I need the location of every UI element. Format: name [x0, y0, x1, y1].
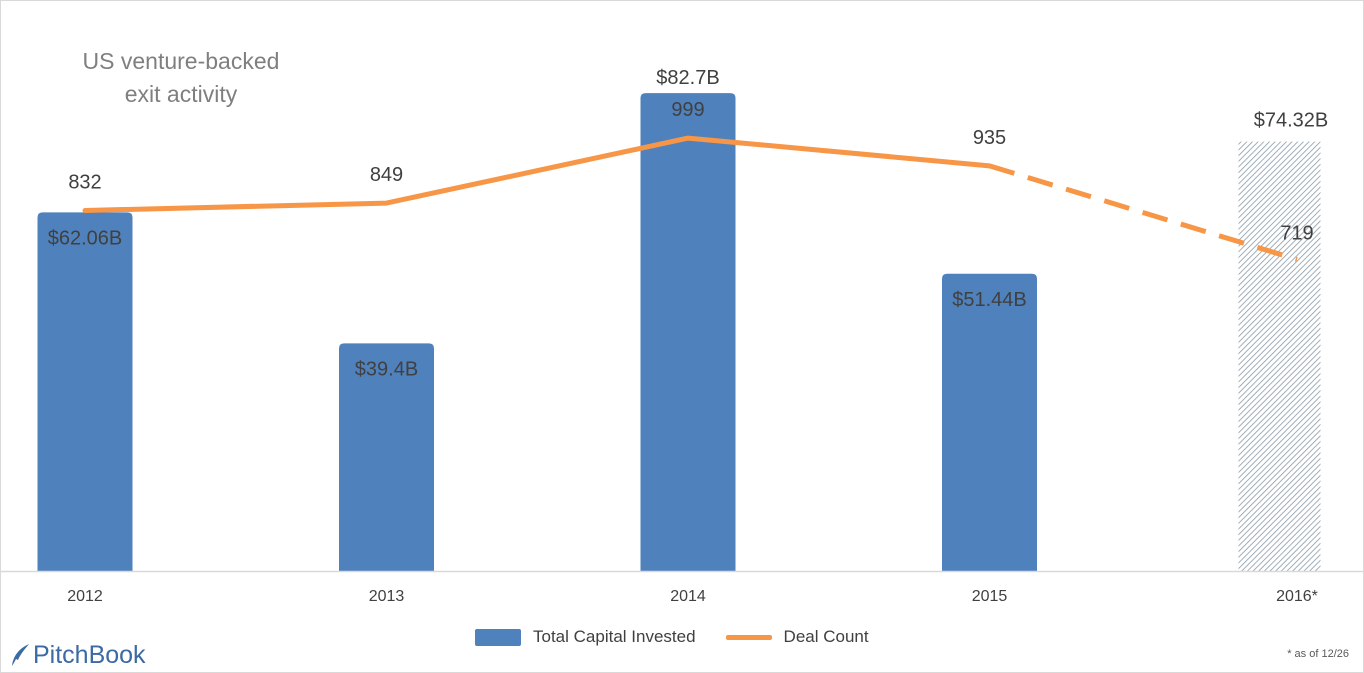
- bar-value-label-2015: $51.44B: [952, 289, 1027, 311]
- legend-label-total-capital: Total Capital Invested: [533, 627, 696, 646]
- legend-label-deal-count: Deal Count: [783, 627, 869, 646]
- bar-2013: [339, 343, 434, 571]
- bar-2014: [640, 93, 736, 571]
- pitchbook-logo: PitchBook: [9, 639, 146, 671]
- x-tick-label-2016: 2016*: [1276, 588, 1318, 605]
- legend-swatch-bar: [475, 628, 521, 646]
- x-tick-label-2013: 2013: [369, 588, 405, 605]
- chart-legend: Total Capital Invested Deal Count: [475, 625, 899, 649]
- x-tick-label-2015: 2015: [972, 588, 1008, 605]
- deal-count-label-2015: 935: [973, 127, 1006, 149]
- deal-count-label-2012: 832: [68, 171, 101, 193]
- deal-count-line: [82, 135, 992, 213]
- bar-2012: [37, 212, 133, 572]
- legend-item-deal-count: Deal Count: [725, 627, 869, 647]
- bar-2016: [1238, 141, 1321, 571]
- footnote: * as of 12/26: [1287, 648, 1349, 660]
- pitchbook-feather-icon: [12, 644, 29, 666]
- chart-title: US venture-backed exit activity: [51, 45, 311, 111]
- x-tick-label-2012: 2012: [67, 588, 103, 605]
- bar-2015: [942, 273, 1037, 571]
- deal-count-label-2014: 999: [671, 99, 704, 121]
- chart-title-line-2: exit activity: [124, 81, 238, 107]
- bar-value-label-2013: $39.4B: [355, 358, 418, 380]
- x-tick-label-2014: 2014: [670, 588, 706, 605]
- deal-count-line-projected: [988, 163, 1298, 262]
- bar-value-label-2016: $74.32B: [1254, 110, 1329, 132]
- deal-count-label-2013: 849: [370, 164, 403, 186]
- bar-value-label-2012: $62.06B: [48, 227, 123, 249]
- deal-count-label-2016: 719: [1280, 222, 1313, 244]
- legend-item-total-capital: Total Capital Invested: [475, 627, 696, 647]
- logo-text: PitchBook: [33, 640, 146, 669]
- legend-swatch-line: [725, 634, 772, 640]
- bar-value-label-2014: $82.7B: [656, 67, 719, 89]
- chart-title-line-1: US venture-backed: [82, 48, 280, 74]
